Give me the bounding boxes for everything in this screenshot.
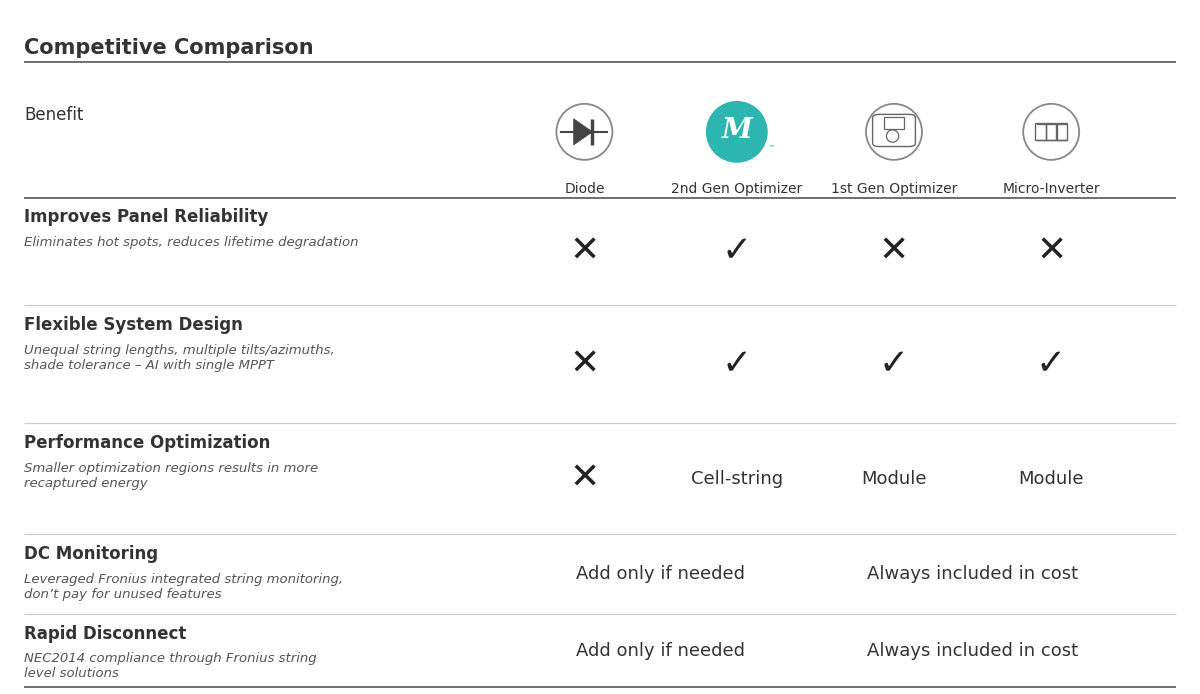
Text: 2nd Gen Optimizer: 2nd Gen Optimizer: [671, 182, 803, 196]
Text: Cell-string: Cell-string: [691, 470, 782, 488]
Text: Always included in cost: Always included in cost: [868, 642, 1078, 659]
Text: ✕: ✕: [1036, 235, 1067, 269]
Text: ✕: ✕: [569, 348, 600, 381]
Text: Improves Panel Reliability: Improves Panel Reliability: [24, 208, 269, 226]
Text: ✕: ✕: [569, 235, 600, 269]
Text: ✓: ✓: [721, 235, 752, 269]
Text: Benefit: Benefit: [24, 105, 83, 124]
Text: 1st Gen Optimizer: 1st Gen Optimizer: [830, 182, 958, 196]
Text: NEC2014 compliance through Fronius string
level solutions: NEC2014 compliance through Fronius strin…: [24, 652, 317, 680]
Text: ™: ™: [768, 144, 776, 153]
Text: Add only if needed: Add only if needed: [576, 566, 745, 583]
Text: M: M: [721, 117, 752, 144]
Text: Module: Module: [862, 470, 926, 488]
Text: Always included in cost: Always included in cost: [868, 566, 1078, 583]
Text: ✓: ✓: [721, 348, 752, 381]
Text: Micro-Inverter: Micro-Inverter: [1002, 182, 1100, 196]
Text: ✕: ✕: [878, 235, 910, 269]
Text: Smaller optimization regions results in more
recaptured energy: Smaller optimization regions results in …: [24, 462, 318, 489]
Ellipse shape: [707, 102, 767, 162]
Text: Unequal string lengths, multiple tilts/azimuths,
shade tolerance – AI with singl: Unequal string lengths, multiple tilts/a…: [24, 344, 335, 371]
Text: Rapid Disconnect: Rapid Disconnect: [24, 625, 186, 643]
Text: ✓: ✓: [878, 348, 910, 381]
Text: ✕: ✕: [569, 462, 600, 496]
Text: Eliminates hot spots, reduces lifetime degradation: Eliminates hot spots, reduces lifetime d…: [24, 236, 359, 249]
Text: Performance Optimization: Performance Optimization: [24, 434, 270, 452]
Text: Flexible System Design: Flexible System Design: [24, 316, 242, 334]
Text: Add only if needed: Add only if needed: [576, 642, 745, 659]
Text: DC Monitoring: DC Monitoring: [24, 545, 158, 563]
Text: Diode: Diode: [564, 182, 605, 196]
Text: Module: Module: [1019, 470, 1084, 488]
Text: ✓: ✓: [1036, 348, 1067, 381]
Text: Leveraged Fronius integrated string monitoring,
don’t pay for unused features: Leveraged Fronius integrated string moni…: [24, 573, 343, 600]
Polygon shape: [574, 119, 593, 145]
Text: Competitive Comparison: Competitive Comparison: [24, 38, 313, 58]
